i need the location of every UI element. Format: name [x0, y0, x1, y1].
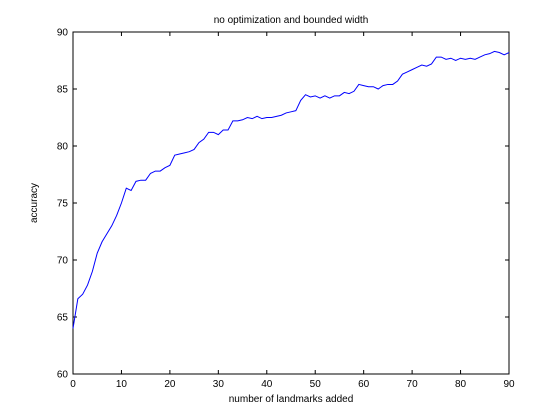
axis-ticks	[72, 31, 510, 375]
x-tick-label-2: 20	[164, 379, 176, 390]
x-tick-label-5: 50	[310, 379, 322, 390]
y-axis-label: accuracy	[29, 183, 40, 223]
plot-area-frame	[72, 31, 510, 375]
accuracy-series-line	[72, 50, 510, 329]
axis-tick-labels: 0 10 20 30 40 50 60 70 80 90 60 65 70 75 80 85 90	[57, 28, 515, 391]
y-tick-label-0: 60	[57, 370, 69, 381]
x-tick-label-4: 40	[261, 379, 273, 390]
y-tick-label-2: 70	[57, 256, 69, 267]
x-axis-label: number of landmarks added	[229, 394, 354, 405]
x-tick-label-9: 90	[503, 379, 515, 390]
y-tick-label-4: 80	[57, 142, 69, 153]
x-tick-label-7: 70	[407, 379, 419, 390]
x-tick-label-0: 0	[70, 379, 76, 390]
x-tick-label-3: 30	[213, 379, 225, 390]
y-tick-label-1: 65	[57, 313, 69, 324]
x-tick-label-1: 10	[116, 379, 128, 390]
x-tick-label-6: 60	[358, 379, 370, 390]
y-tick-label-5: 85	[57, 85, 69, 96]
y-tick-label-6: 90	[57, 28, 69, 39]
chart-title: no optimization and bounded width	[214, 15, 369, 26]
x-tick-label-8: 80	[455, 379, 467, 390]
y-tick-label-3: 75	[57, 199, 69, 210]
